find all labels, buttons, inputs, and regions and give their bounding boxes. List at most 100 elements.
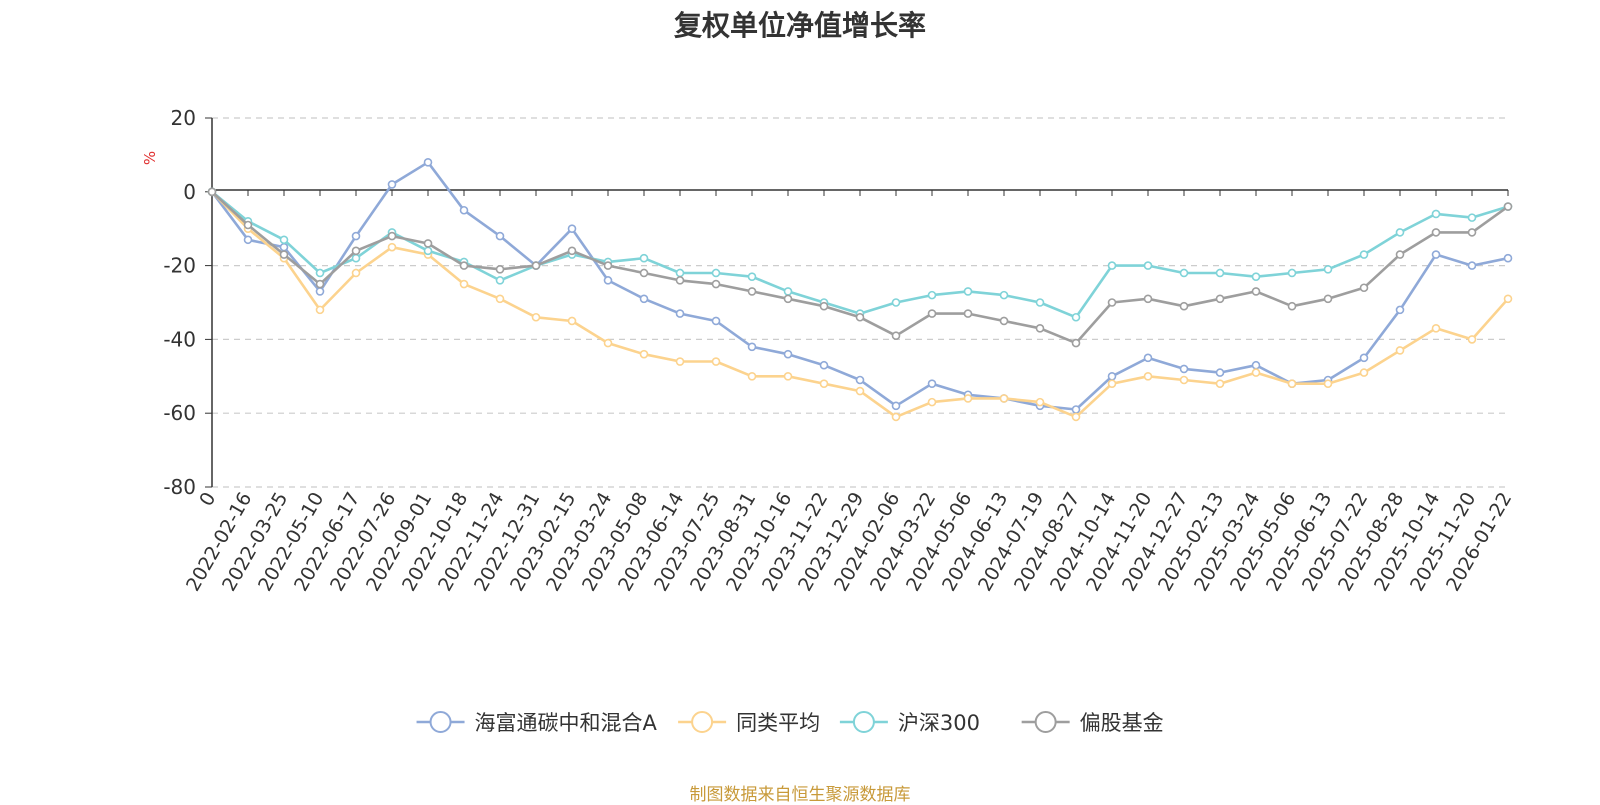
series-4-point <box>1287 301 1297 311</box>
series-2-point <box>639 349 649 359</box>
series-4-point <box>1431 228 1441 237</box>
y-tick-label: 20 <box>171 106 196 130</box>
series-3-point <box>747 272 757 281</box>
series-3-point <box>1179 268 1189 278</box>
series-4-point <box>711 279 721 289</box>
series-4-point <box>1251 287 1261 296</box>
series-1-point <box>783 349 793 359</box>
series-1-point <box>819 360 829 370</box>
series-3-point <box>891 298 901 307</box>
series-2-point <box>387 242 397 252</box>
series-3-point <box>1395 228 1405 237</box>
series-1-point <box>1467 261 1477 270</box>
series-3-point <box>423 246 433 256</box>
series-1-point <box>1143 353 1153 363</box>
series-2-point <box>999 394 1009 403</box>
series-4-point <box>963 309 973 318</box>
y-tick-label: -80 <box>163 475 196 499</box>
legend-circle-icon <box>852 711 875 733</box>
series-4-point <box>927 309 937 318</box>
series-3-point <box>1251 272 1261 281</box>
series-3-point <box>495 276 505 285</box>
series-3-point <box>639 253 649 263</box>
series-3-point <box>351 253 361 263</box>
series-3-point <box>1035 298 1045 307</box>
series-1-point <box>603 276 613 285</box>
series-2-point <box>1503 294 1513 304</box>
legend-item-1[interactable]: 海富通碳中和混合A <box>416 711 658 735</box>
series-1-point <box>1431 250 1441 259</box>
series-2-point <box>351 268 361 278</box>
series-3-point <box>927 290 937 300</box>
series-1-point <box>423 157 433 167</box>
series-4-point <box>423 239 433 248</box>
y-tick-label: -40 <box>163 327 196 351</box>
y-tick-label: 0 <box>183 180 196 204</box>
series-2-point <box>1035 397 1045 407</box>
series-2-point <box>459 279 469 289</box>
series-4-point <box>999 316 1009 326</box>
series-3-point <box>1071 312 1081 322</box>
series-3-point <box>963 287 973 296</box>
series-line-1 <box>210 161 1509 411</box>
series-3-point <box>999 290 1009 300</box>
series-4-point <box>783 294 793 304</box>
series-2-point <box>603 338 613 348</box>
legend-item-3[interactable]: 沪深300 <box>839 711 980 735</box>
legend-circle-icon <box>1034 711 1057 733</box>
series-3-point <box>315 268 325 278</box>
series-4-point <box>1395 250 1405 259</box>
series-4-point <box>1035 324 1045 333</box>
y-axis-unit-label: % <box>141 151 159 165</box>
series-2-point <box>819 379 829 388</box>
series-3-point <box>1215 268 1225 278</box>
series-4-point <box>387 231 397 241</box>
series-3-point <box>1431 209 1441 219</box>
series-4-point <box>1503 202 1513 211</box>
series-2-point <box>783 371 793 381</box>
series-4-point <box>1467 228 1477 237</box>
series-1-point <box>639 294 649 304</box>
series-1-point <box>1107 371 1117 381</box>
series-4-point <box>567 246 577 256</box>
series-2-point <box>1359 368 1369 377</box>
series-4-point <box>747 287 757 296</box>
series-4-point <box>1143 294 1153 304</box>
legend-item-2[interactable]: 同类平均 <box>678 711 820 735</box>
series-2-point <box>1251 368 1261 377</box>
series-2-point <box>1143 371 1153 381</box>
series-1-point <box>1071 405 1081 414</box>
series-1-point <box>855 375 865 385</box>
series-3-point <box>711 268 721 278</box>
series-4-point <box>891 331 901 341</box>
series-1-point <box>927 379 937 388</box>
series-3-point <box>1143 261 1153 270</box>
series-3-point <box>783 287 793 296</box>
series-2-point <box>963 394 973 403</box>
series-2-point <box>855 386 865 396</box>
series-4-point <box>639 268 649 278</box>
series-4-point <box>1323 294 1333 304</box>
legend-item-4[interactable]: 偏股基金 <box>1021 711 1164 735</box>
y-tick-label: -60 <box>163 401 196 425</box>
series-4-point <box>531 261 541 270</box>
series-2-point <box>1395 346 1405 355</box>
series-4-point <box>1215 294 1225 304</box>
series-4-point <box>315 279 325 289</box>
series-4-point <box>495 264 505 274</box>
series-2-point <box>1467 335 1477 344</box>
series-3-point <box>1107 261 1117 270</box>
legend-label: 沪深300 <box>898 711 980 735</box>
chart-title: 复权单位净值增长率 <box>673 9 926 42</box>
series-1-point <box>1251 360 1261 370</box>
series-1-point <box>495 231 505 241</box>
series-2-point <box>1323 379 1333 388</box>
series-1-point <box>387 180 397 189</box>
series-4-point <box>243 220 253 230</box>
series-2-point <box>711 357 721 366</box>
series-1-point <box>1359 353 1369 363</box>
series-4-point <box>1359 283 1369 293</box>
series-1-point <box>891 401 901 411</box>
series-3-point <box>1287 268 1297 278</box>
series-2-point <box>495 294 505 304</box>
